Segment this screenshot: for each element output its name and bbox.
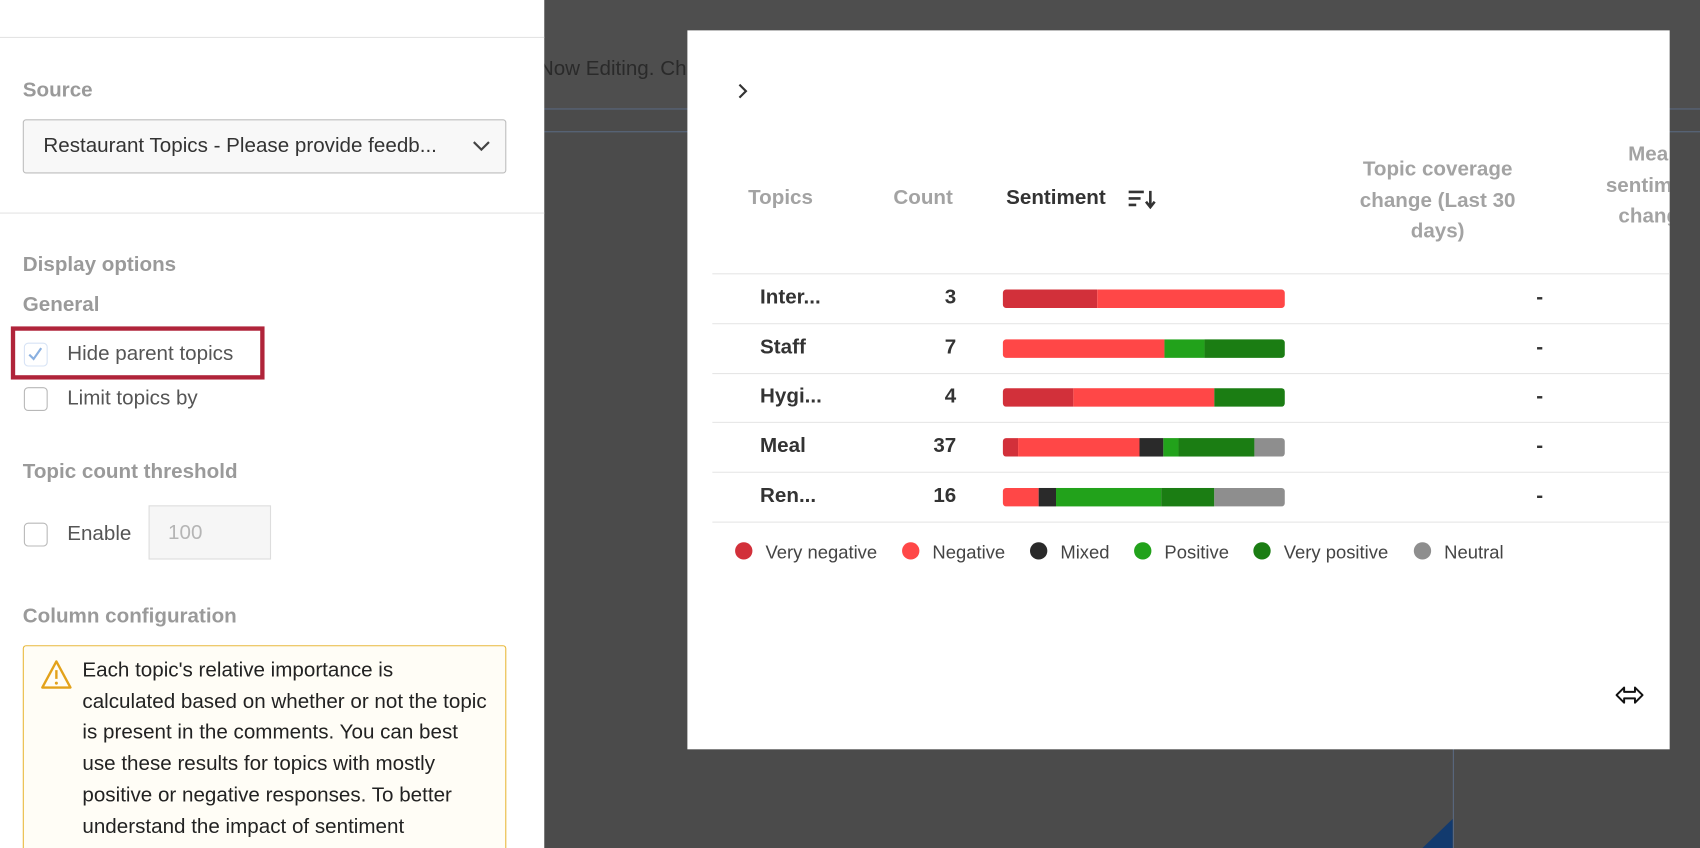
sentiment-segment xyxy=(1038,487,1056,507)
sentiment-segment xyxy=(1002,487,1039,507)
legend-item: Negative xyxy=(902,542,1005,564)
topic-name: Staff xyxy=(760,335,806,359)
placeholder: 100 xyxy=(168,521,203,545)
section-title: Display options xyxy=(22,253,177,277)
sentiment-segment xyxy=(1002,388,1074,408)
sentiment-segment xyxy=(1055,487,1162,507)
section-title: Column configuration xyxy=(22,605,237,628)
legend-swatch xyxy=(1253,542,1271,560)
section-title: Source xyxy=(22,79,93,102)
checkbox-label: Hide parent topics xyxy=(67,342,234,366)
legend-swatch xyxy=(735,542,753,560)
count: 7 xyxy=(944,335,957,359)
row-divider xyxy=(712,372,1670,374)
legend-swatch xyxy=(1134,542,1152,560)
warning-icon xyxy=(41,660,72,689)
checkbox[interactable] xyxy=(23,342,48,367)
legend-label: Negative xyxy=(932,542,1006,563)
coverage-change: - xyxy=(1536,484,1544,508)
coverage-change: - xyxy=(1536,286,1544,310)
expand-chevron[interactable] xyxy=(736,82,749,99)
warning-box: Each topic's relative importance is calc… xyxy=(22,645,507,848)
row-divider xyxy=(712,273,1670,275)
threshold-input[interactable]: 100 xyxy=(148,505,272,560)
legend-label: Mixed xyxy=(1060,542,1110,563)
coverage-change: - xyxy=(1536,434,1544,458)
checkbox[interactable] xyxy=(23,387,48,411)
highlight-box xyxy=(10,326,265,380)
legend-swatch xyxy=(1413,542,1432,560)
legend-item: Positive xyxy=(1134,542,1229,564)
divider xyxy=(0,36,545,38)
chevron-down xyxy=(473,141,490,152)
column-header[interactable]: Topics xyxy=(748,186,813,210)
legend-label: Very positive xyxy=(1283,542,1389,563)
legend-label: Neutral xyxy=(1444,542,1504,563)
coverage-change: - xyxy=(1536,335,1544,359)
count: 4 xyxy=(944,385,957,409)
legend-label: Positive xyxy=(1164,542,1229,563)
checkbox[interactable] xyxy=(23,522,48,547)
sentiment-segment xyxy=(1254,438,1285,457)
corner-shape xyxy=(1422,818,1453,848)
column-header[interactable]: Sentiment xyxy=(1006,186,1106,210)
dropdown-value: Restaurant Topics - Please provide feedb… xyxy=(43,134,437,158)
checkbox-label: Limit topics by xyxy=(67,387,198,410)
sentiment-segment xyxy=(1163,339,1205,358)
row-divider xyxy=(712,471,1670,473)
section-title: Topic count threshold xyxy=(22,460,238,484)
sentiment-segment xyxy=(1002,289,1097,308)
sentiment-segment xyxy=(1178,438,1255,457)
count: 37 xyxy=(933,434,957,458)
settings-panel: Source Restaurant Topics - Please provid… xyxy=(0,0,545,848)
resize-icon[interactable] xyxy=(1615,685,1644,705)
warning-text: Each topic's relative importance is calc… xyxy=(82,659,487,838)
topic-name: Meal xyxy=(760,434,806,458)
checkmark xyxy=(28,347,43,361)
section-subtitle: General xyxy=(22,293,100,317)
row-divider xyxy=(712,422,1670,424)
legend-swatch xyxy=(902,542,920,560)
row-divider xyxy=(712,521,1670,523)
checkbox-label: Enable xyxy=(67,522,132,546)
legend-item: Very positive xyxy=(1253,542,1388,564)
column-header[interactable]: Count xyxy=(893,186,953,210)
topic-name: Ren... xyxy=(760,484,817,508)
sentiment-segment xyxy=(1214,388,1285,408)
sentiment-segment xyxy=(1214,487,1285,507)
sentiment-segment xyxy=(1161,487,1215,507)
row-divider xyxy=(712,323,1670,325)
widget-modal: Topics Count Sentiment Topic coverage ch… xyxy=(687,30,1670,750)
sentiment-segment xyxy=(1002,339,1164,358)
sentiment-segment xyxy=(1096,289,1285,308)
divider xyxy=(0,212,545,214)
sentiment-segment xyxy=(1204,339,1285,358)
divider xyxy=(1452,748,1454,848)
sentiment-segment xyxy=(1018,438,1141,457)
column-header[interactable]: Mean sentiment change xyxy=(1605,143,1670,228)
sentiment-segment xyxy=(1140,438,1163,457)
source-dropdown[interactable]: Restaurant Topics - Please provide feedb… xyxy=(22,119,507,174)
sentiment-segment xyxy=(1002,438,1019,457)
count: 16 xyxy=(933,484,957,508)
topic-name: Hygi... xyxy=(760,385,822,409)
sentiment-segment xyxy=(1162,438,1179,457)
sentiment-segment xyxy=(1073,388,1215,408)
editing-text: Now Editing. Ch xyxy=(538,57,687,81)
legend-item: Very negative xyxy=(735,542,877,564)
count: 3 xyxy=(944,286,957,310)
legend-item: Neutral xyxy=(1413,542,1504,564)
column-header[interactable]: Topic coverage change (Last 30 days) xyxy=(1359,158,1516,243)
coverage-change: - xyxy=(1536,385,1544,409)
legend-item: Mixed xyxy=(1029,542,1110,564)
sort-icon[interactable] xyxy=(1126,188,1156,210)
legend-swatch xyxy=(1029,542,1048,560)
topic-name: Inter... xyxy=(760,286,821,310)
legend-label: Very negative xyxy=(765,542,878,563)
